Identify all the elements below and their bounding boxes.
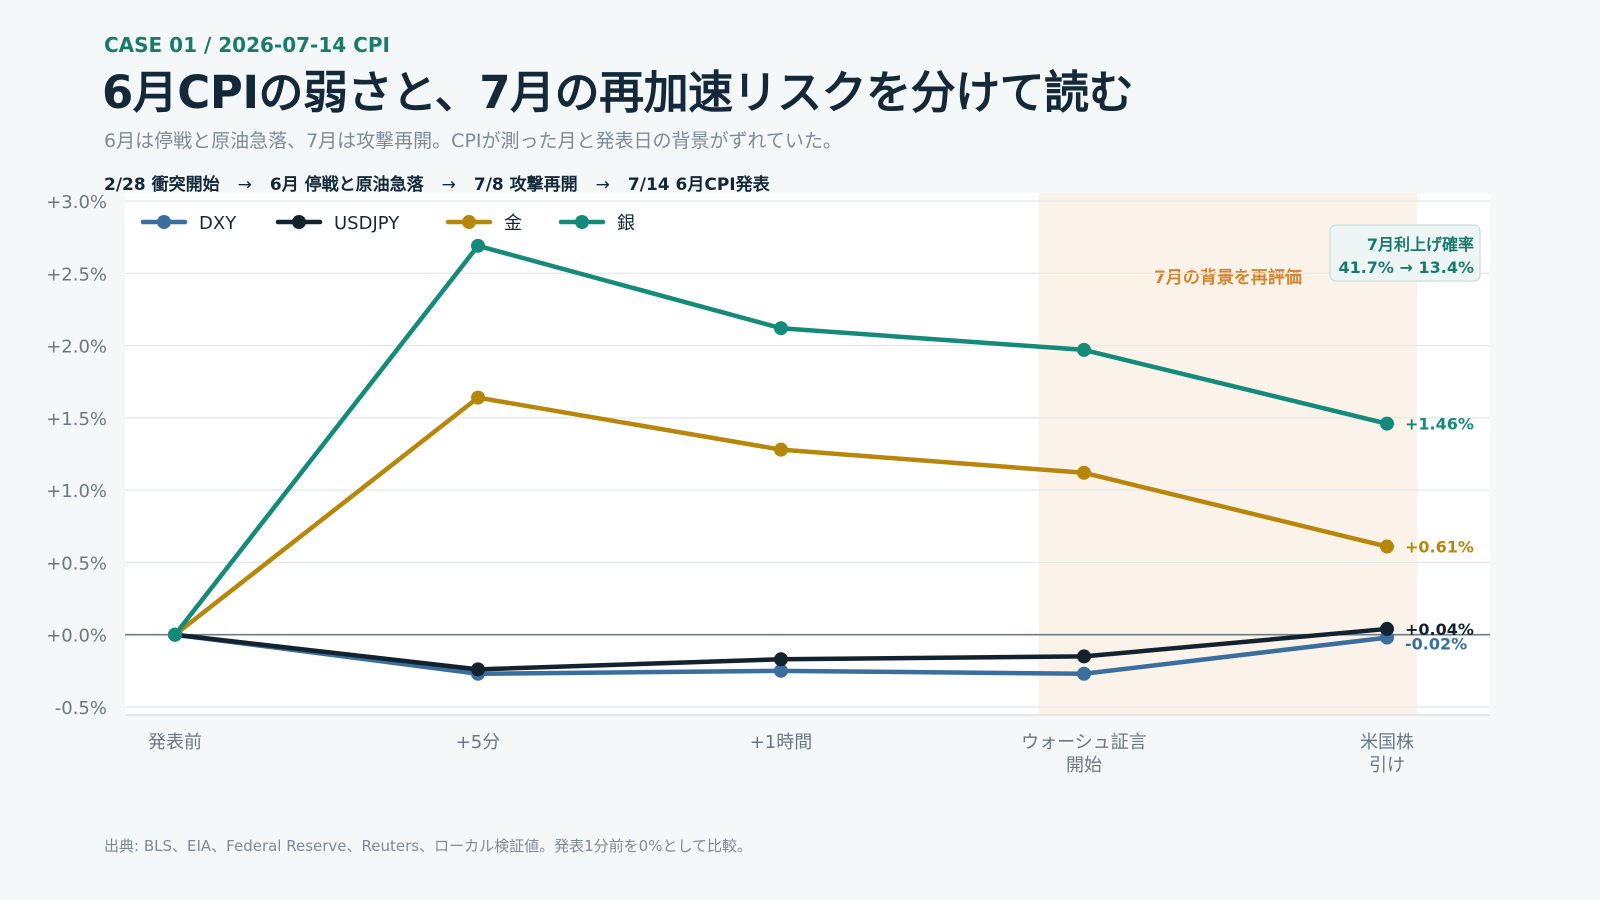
data-point-USDJPY xyxy=(774,652,788,667)
page-title: 6月CPIの弱さと、7月の再加速リスクを分けて読む xyxy=(102,66,1134,119)
x-tick-label: 開始 xyxy=(1066,755,1102,776)
x-tick-label: +5分 xyxy=(456,732,501,753)
timeline-item-conflict: 2/28 衝突開始 xyxy=(104,175,220,195)
data-point-銀 xyxy=(168,627,182,642)
timeline-item-cpi-release: 7/14 6月CPI発表 xyxy=(627,175,770,195)
y-tick-label: +1.5% xyxy=(46,409,107,430)
event-timeline: 2/28 衝突開始 → 6月 停戦と原油急落 → 7/8 攻撃再開 → 7/14 6月CPI… xyxy=(104,170,770,195)
x-tick-label: 米国株 xyxy=(1360,732,1414,753)
end-value-label-DXY: -0.02% xyxy=(1405,635,1467,654)
x-tick-label: +1時間 xyxy=(750,732,813,753)
timeline-item-attack-resume: 7/8 攻撃再開 xyxy=(473,175,578,195)
data-point-銀 xyxy=(471,238,485,253)
data-point-金 xyxy=(471,390,485,405)
page-subtitle: 6月は停戦と原油急落、7月は攻撃再開。CPIが測った月と発表日の背景がずれていた… xyxy=(104,130,842,152)
source-note: 出典: BLS、EIA、Federal Reserve、Reuters、ローカル… xyxy=(104,837,752,855)
y-tick-label: -0.5% xyxy=(55,698,107,719)
data-point-金 xyxy=(774,442,788,457)
case-kicker: CASE 01 / 2026-07-14 CPI xyxy=(104,33,390,57)
y-tick-label: +2.5% xyxy=(46,264,107,285)
legend-label-USDJPY: USDJPY xyxy=(334,213,400,234)
rate-hike-callout-box xyxy=(1329,224,1481,282)
x-tick-label: 引け xyxy=(1369,755,1405,776)
y-tick-label: +3.0% xyxy=(46,192,107,213)
rate-hike-callout-title: 7月利上げ確率 xyxy=(1367,235,1474,254)
y-tick-label: +1.0% xyxy=(46,481,107,502)
end-value-label-USDJPY: +0.04% xyxy=(1405,620,1474,639)
x-tick-label: ウォーシュ証言 xyxy=(1021,732,1147,753)
data-point-金 xyxy=(1380,539,1394,554)
rate-hike-callout-value: 41.7% → 13.4% xyxy=(1338,258,1474,277)
data-point-金 xyxy=(1077,465,1091,480)
end-value-label-金: +0.61% xyxy=(1405,538,1474,557)
legend-marker-DXY xyxy=(157,215,171,229)
y-tick-label: +2.0% xyxy=(46,337,107,358)
legend-label-銀: 銀 xyxy=(617,213,635,234)
data-point-銀 xyxy=(1077,342,1091,357)
data-point-銀 xyxy=(1380,416,1394,431)
data-point-USDJPY xyxy=(1077,649,1091,664)
data-point-DXY xyxy=(774,663,788,678)
data-point-USDJPY xyxy=(471,662,485,677)
y-tick-label: +0.5% xyxy=(46,553,107,574)
timeline-item-ceasefire: 6月 停戦と原油急落 xyxy=(269,175,424,195)
data-point-DXY xyxy=(1077,666,1091,681)
highlight-band-label: 7月の背景を再評価 xyxy=(1154,267,1302,288)
timeline-arrow-icon: → xyxy=(595,175,610,195)
y-tick-label: +0.0% xyxy=(46,626,107,647)
legend-marker-USDJPY xyxy=(292,215,306,229)
legend-label-DXY: DXY xyxy=(199,213,237,234)
legend-marker-銀 xyxy=(575,215,589,229)
x-tick-label: 発表前 xyxy=(148,732,202,753)
timeline-arrow-icon: → xyxy=(237,175,252,195)
end-value-label-銀: +1.46% xyxy=(1405,415,1474,434)
data-point-USDJPY xyxy=(1380,621,1394,636)
timeline-arrow-icon: → xyxy=(441,175,456,195)
legend-label-金: 金 xyxy=(504,213,522,234)
legend-marker-金 xyxy=(462,215,476,229)
data-point-銀 xyxy=(774,321,788,336)
